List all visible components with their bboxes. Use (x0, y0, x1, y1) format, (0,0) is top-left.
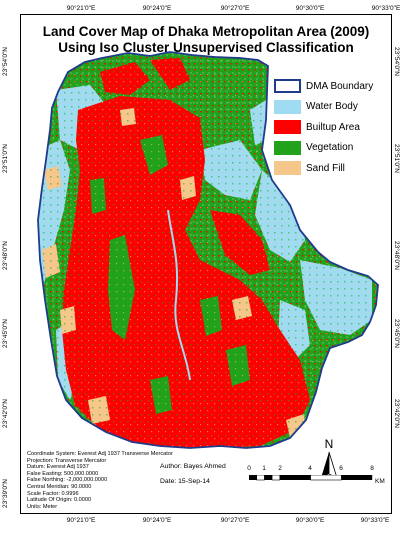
metadata-line: Coordinate System: Everest Adj 1937 Tran… (27, 451, 173, 457)
legend: DMA Boundary Water Body Builtup Area Veg… (274, 77, 390, 180)
lon-tick-label: 90°30'0"E (295, 517, 325, 524)
legend-label: DMA Boundary (306, 80, 374, 92)
metadata-line: False Easting: 500,000.0000 (27, 470, 99, 477)
legend-label: Water Body (306, 101, 358, 112)
map-title-line1: Land Cover Map of Dhaka Metropolitan Are… (42, 24, 370, 39)
legend-label: Vegetation (306, 142, 354, 153)
legend-label: Builtup Area (306, 121, 360, 133)
legend-swatch (274, 140, 301, 155)
scale-label: 1 (262, 465, 266, 472)
metadata-line: False Northing: -2,000,000.0000 (27, 477, 108, 484)
dma-boundary-outline (37, 51, 379, 449)
legend-label: Sand Fill (306, 162, 345, 174)
legend-swatch (274, 120, 301, 134)
north-arrow: N (318, 438, 340, 482)
scale-label: 2 (278, 465, 282, 472)
scale-label: 0 (247, 465, 251, 472)
metadata-line: Central Meridian: 90.0000 (27, 483, 92, 490)
legend-item-sand-fill: Sand Fill (274, 159, 390, 177)
lon-tick-label: 90°24'0"E (142, 517, 172, 524)
date-credit: Date: 15-Sep-14 (160, 478, 210, 485)
metadata-line: Latitude Of Origin: 0.0000 (27, 497, 92, 504)
metadata-line: Projection: Transverse Mercator (27, 457, 107, 464)
legend-item-builtup-area: Builtup Area (274, 118, 390, 136)
north-letter: N (324, 437, 334, 451)
lon-tick-label: 90°33'0"E (360, 517, 390, 524)
author-credit: Author: Bayes Ahmed (160, 463, 226, 470)
legend-item-dma-boundary: DMA Boundary (274, 77, 390, 95)
lon-tick-label: 90°24'0"E (142, 5, 172, 12)
map-title-line2: Using Iso Cluster Unsupervised Classific… (58, 40, 354, 55)
lon-tick-label: 90°33'0"E (371, 5, 401, 12)
scale-unit: KM (375, 478, 385, 485)
lon-tick-label: 90°27'0"E (220, 517, 250, 524)
legend-swatch (274, 99, 301, 114)
lon-tick-label: 90°21'0"E (66, 5, 96, 12)
lon-tick-label: 90°30'0"E (295, 5, 325, 12)
scale-bar-graphic (249, 475, 373, 481)
projection-metadata: Coordinate System: Everest Adj 1937 Tran… (27, 451, 173, 510)
lon-tick-label: 90°21'0"E (66, 517, 96, 524)
legend-swatch (274, 79, 301, 93)
scale-bar: 0 1 2 4 6 8 KM (247, 465, 397, 491)
scale-label: 8 (370, 465, 374, 472)
metadata-line: Datum: Everest Adj 1937 (27, 464, 89, 471)
metadata-line: Scale Factor: 0.9996 (27, 490, 79, 497)
legend-swatch (274, 161, 301, 175)
legend-item-vegetation: Vegetation (274, 139, 390, 157)
scale-label: 4 (308, 465, 312, 472)
scale-label: 6 (339, 465, 343, 472)
metadata-line: Units: Meter (27, 503, 58, 510)
legend-item-water-body: Water Body (274, 98, 390, 116)
lon-tick-label: 90°27'0"E (220, 5, 250, 12)
